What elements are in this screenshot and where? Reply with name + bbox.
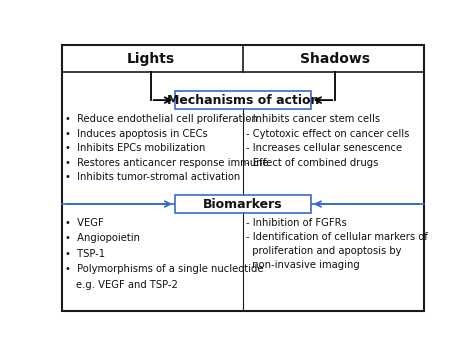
Text: - Inhibition of FGFRs: - Inhibition of FGFRs — [246, 218, 347, 228]
Text: Mechanisms of action: Mechanisms of action — [167, 94, 319, 107]
Text: proliferation and apoptosis by: proliferation and apoptosis by — [246, 246, 401, 256]
Text: e.g. VEGF and TSP-2: e.g. VEGF and TSP-2 — [76, 280, 178, 289]
Text: - Identification of cellular markers of: - Identification of cellular markers of — [246, 232, 428, 242]
Text: Biomarkers: Biomarkers — [203, 198, 283, 210]
Text: - Cytotoxic effect on cancer cells: - Cytotoxic effect on cancer cells — [246, 128, 410, 139]
Bar — [175, 195, 311, 213]
Text: Shadows: Shadows — [300, 52, 370, 66]
Text: non-invasive imaging: non-invasive imaging — [246, 259, 360, 269]
Text: - Inhibits cancer stem cells: - Inhibits cancer stem cells — [246, 114, 380, 124]
Text: Lights: Lights — [127, 52, 175, 66]
Text: •  Induces apoptosis in CECs: • Induces apoptosis in CECs — [65, 128, 208, 139]
Text: •  TSP-1: • TSP-1 — [65, 249, 106, 259]
Text: - Increases cellular senescence: - Increases cellular senescence — [246, 143, 402, 153]
Bar — [175, 91, 311, 109]
Text: •  Inhibits tumor-stromal activation: • Inhibits tumor-stromal activation — [65, 173, 241, 183]
Text: •  Reduce endothelial cell proliferation: • Reduce endothelial cell proliferation — [65, 114, 258, 124]
Text: •  VEGF: • VEGF — [65, 218, 104, 228]
Text: •  Polymorphisms of a single nucleotide: • Polymorphisms of a single nucleotide — [65, 264, 264, 274]
Text: - Effect of combined drugs: - Effect of combined drugs — [246, 158, 378, 168]
Text: •  Restores anticancer response immune: • Restores anticancer response immune — [65, 158, 269, 168]
Text: •  Angiopoietin: • Angiopoietin — [65, 233, 140, 243]
Text: •  Inhibits EPCs mobilization: • Inhibits EPCs mobilization — [65, 143, 206, 153]
